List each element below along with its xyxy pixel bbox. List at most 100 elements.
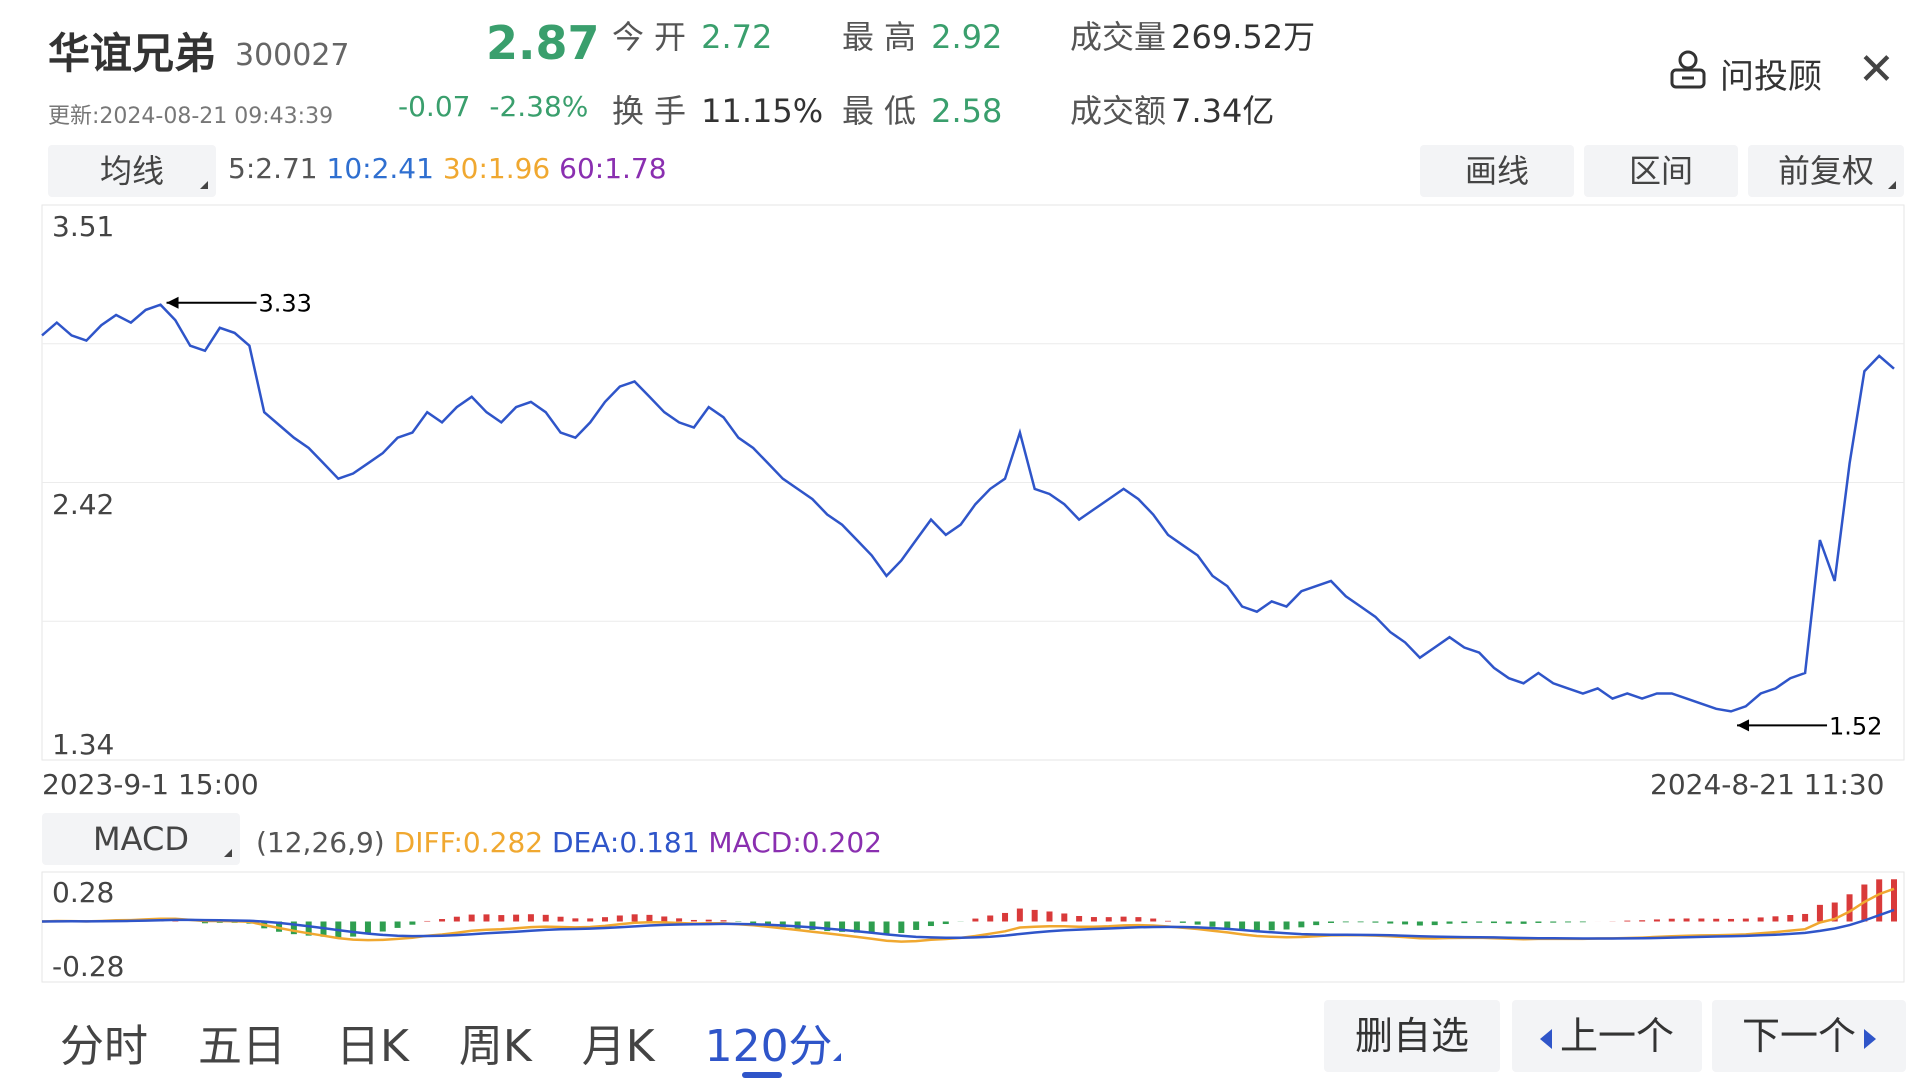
macd-bar <box>1772 916 1779 922</box>
macd-bar <box>1757 917 1764 922</box>
macd-bar <box>201 921 208 924</box>
y-tick-label: 3.51 <box>52 210 115 243</box>
tab-weekly-k[interactable]: 周K <box>458 1021 532 1072</box>
macd-bar <box>1624 920 1631 922</box>
macd-bar <box>1742 918 1749 922</box>
macd-bar <box>1446 921 1453 924</box>
active-tab-indicator <box>742 1072 782 1078</box>
macd-bar <box>1165 920 1172 922</box>
macd-bar <box>1846 894 1853 922</box>
range-button[interactable]: 区间 <box>1584 145 1738 197</box>
macd-bar <box>1579 921 1586 923</box>
macd-bar <box>1002 912 1009 922</box>
macd-bar <box>1016 908 1023 922</box>
open-label: 今开 <box>612 18 697 56</box>
advisor-icon <box>1668 48 1708 99</box>
macd-bar <box>1683 918 1690 922</box>
macd-selector[interactable]: MACD <box>42 813 240 865</box>
price-line <box>41 303 1895 713</box>
macd-bar <box>616 915 623 922</box>
price-chart[interactable]: 3.33 1.52 <box>0 0 1920 1000</box>
macd-bar <box>1372 921 1379 923</box>
macd-bar <box>1639 920 1646 922</box>
y-tick-label: 1.34 <box>52 728 115 761</box>
macd-bar <box>1239 921 1246 931</box>
previous-stock-button[interactable]: 上一个 <box>1512 1000 1702 1072</box>
macd-bar <box>1090 917 1097 922</box>
macd-bar <box>676 918 683 922</box>
draw-line-button[interactable]: 画线 <box>1420 145 1574 197</box>
macd-bar <box>290 921 297 935</box>
price-change: -0.07 -2.38% <box>398 90 588 123</box>
ma-selector[interactable]: 均线 <box>48 145 216 197</box>
macd-bar <box>1535 921 1542 923</box>
tab-120min[interactable]: 120分 <box>705 1010 841 1074</box>
diff-line <box>41 887 1895 943</box>
macd-frame <box>41 871 1905 983</box>
dea-line <box>41 908 1895 940</box>
macd-bar <box>1416 921 1423 926</box>
macd-bar <box>1327 921 1334 923</box>
adjust-label: 前复权 <box>1777 152 1874 190</box>
macd-bar <box>305 921 312 936</box>
close-icon[interactable]: ✕ <box>1858 44 1895 95</box>
macd-bar <box>587 918 594 922</box>
advisor-label: 问投顾 <box>1720 57 1822 97</box>
macd-bar <box>705 919 712 922</box>
min-arrow-head <box>1737 719 1750 732</box>
macd-values: (12,26,9) DIFF:0.282 DEA:0.181 MACD:0.20… <box>256 826 882 859</box>
diff-value: DIFF:0.282 <box>393 826 544 859</box>
macd-bar <box>1490 921 1497 924</box>
tab-daily-k[interactable]: 日K <box>336 1021 409 1072</box>
stock-name: 华谊兄弟 <box>48 29 217 78</box>
stock-code: 300027 <box>235 38 350 73</box>
next-stock-button[interactable]: 下一个 <box>1712 1000 1906 1072</box>
macd-bar <box>379 921 386 932</box>
macd-bar <box>1653 919 1660 922</box>
dropdown-icon <box>200 181 208 189</box>
tab-monthly-k[interactable]: 月K <box>581 1021 655 1072</box>
macd-bar <box>394 921 401 928</box>
macd-bar <box>1179 921 1186 923</box>
x-end-label: 2024-8-21 11:30 <box>1650 768 1885 801</box>
tab-intraday[interactable]: 分时 <box>60 1021 148 1072</box>
macd-bar <box>1283 921 1290 930</box>
right-arrow-icon <box>1864 1028 1876 1049</box>
macd-bar <box>661 916 668 922</box>
turnover-value: 11.15% <box>701 92 824 130</box>
macd-bar <box>839 921 846 932</box>
macd-bar <box>972 918 979 922</box>
remove-watchlist-button[interactable]: 删自选 <box>1324 1000 1500 1072</box>
current-price: 2.87 <box>486 16 600 70</box>
macd-bar <box>1520 921 1527 924</box>
macd-bar <box>350 921 357 937</box>
high-value: 2.92 <box>931 18 1003 56</box>
macd-bar <box>439 919 446 922</box>
macd-bar <box>1668 918 1675 922</box>
tab-five-day[interactable]: 五日 <box>198 1021 286 1072</box>
open-value: 2.72 <box>701 18 773 56</box>
macd-bar <box>898 921 905 933</box>
macd-bar <box>527 914 534 922</box>
macd-bar <box>1891 879 1897 922</box>
macd-bar <box>1342 921 1349 923</box>
advisor-button[interactable]: 问投顾 <box>1668 48 1822 99</box>
macd-bar <box>1461 921 1468 924</box>
macd-selector-label: MACD <box>93 820 189 858</box>
max-label: 3.33 <box>259 290 312 318</box>
macd-bar <box>1120 916 1127 922</box>
dropdown-icon <box>1888 181 1896 189</box>
adjust-selector[interactable]: 前复权 <box>1748 145 1904 197</box>
macd-bar <box>1076 915 1083 922</box>
max-arrow-head <box>166 296 179 309</box>
macd-bar <box>1135 917 1142 922</box>
high-label: 最高 <box>842 18 927 56</box>
macd-bar <box>1802 913 1809 922</box>
tab-120min-label: 120分 <box>704 1021 833 1072</box>
macd-bar <box>1061 913 1068 922</box>
macd-bar <box>1698 918 1705 922</box>
ma-selector-label: 均线 <box>99 152 164 190</box>
macd-bar <box>1787 915 1794 922</box>
high-quote: 最高 2.92 <box>842 12 1002 58</box>
change-value: -0.07 <box>398 90 471 123</box>
